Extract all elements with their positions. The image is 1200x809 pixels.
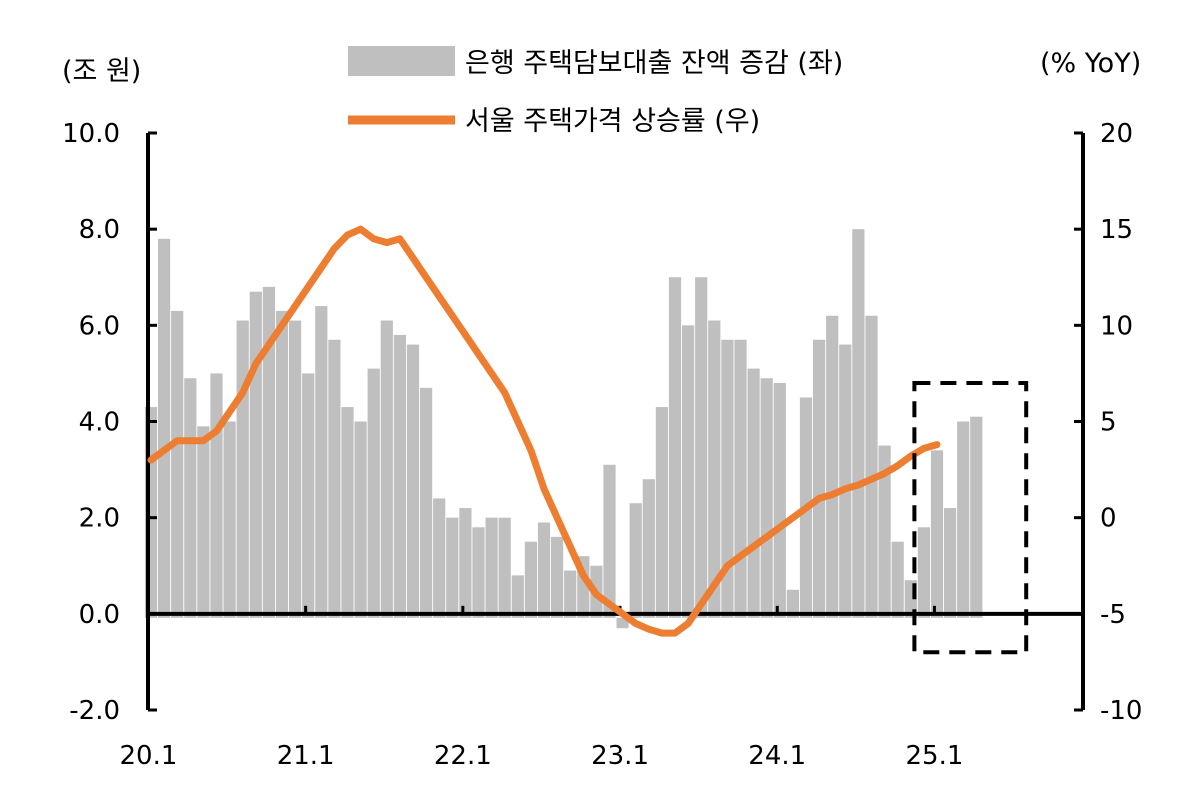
legend: 은행 주택담보대출 잔액 증감 (좌) 서울 주택가격 상승률 (우) <box>348 46 843 137</box>
bar <box>603 464 616 618</box>
x-tick-label: 22.1 <box>434 741 492 771</box>
left-tick-label: 0.0 <box>79 600 120 630</box>
right-tick-label: -10 <box>1100 696 1142 726</box>
axes <box>146 131 1085 712</box>
x-tick-label: 24.1 <box>748 741 806 771</box>
bar <box>878 445 891 618</box>
left-tick-label: 8.0 <box>79 215 120 245</box>
bar <box>747 368 760 618</box>
right-tick-label: 20 <box>1100 119 1133 149</box>
bar <box>852 229 865 618</box>
bar <box>944 508 957 618</box>
bar <box>642 479 655 618</box>
legend-bar-label: 은행 주택담보대출 잔액 증감 (좌) <box>465 48 843 79</box>
left-tick-label: -2.0 <box>69 696 120 726</box>
right-tick-label: 0 <box>1100 504 1117 534</box>
bar <box>459 508 472 618</box>
bar <box>223 421 236 618</box>
bar <box>498 517 511 618</box>
bar <box>616 617 629 629</box>
x-tick-label: 25.1 <box>906 741 964 771</box>
bar <box>158 238 171 618</box>
bar <box>249 291 262 618</box>
bar <box>524 541 537 618</box>
bar <box>839 344 852 618</box>
left-tick-label: 6.0 <box>79 311 120 341</box>
bar-series <box>144 229 983 629</box>
bar <box>564 570 577 618</box>
bar <box>184 378 197 618</box>
bar <box>380 320 393 618</box>
bar <box>485 517 498 618</box>
bar <box>289 320 302 618</box>
bar <box>629 503 642 618</box>
bar <box>760 378 773 618</box>
bar <box>236 320 249 618</box>
x-tick-label: 20.1 <box>120 741 178 771</box>
right-axis-unit: (% YoY) <box>1040 48 1141 79</box>
x-tick-label: 21.1 <box>277 741 335 771</box>
bar <box>970 416 983 618</box>
left-tick-label: 2.0 <box>79 504 120 534</box>
bar <box>446 517 459 618</box>
bar <box>668 277 682 618</box>
bar <box>891 541 904 618</box>
bar <box>171 310 184 618</box>
bar <box>708 320 721 618</box>
bar <box>734 339 747 618</box>
right-tick-label: -5 <box>1100 600 1126 630</box>
bar <box>406 344 420 618</box>
line-series <box>147 225 941 637</box>
bar <box>420 387 433 618</box>
bar <box>655 407 668 618</box>
bar <box>957 421 970 618</box>
bar <box>302 373 315 618</box>
left-axis-unit: (조 원) <box>62 56 141 87</box>
right-tick-label: 10 <box>1100 311 1133 341</box>
legend-line-label: 서울 주택가격 상승률 (우) <box>465 106 760 137</box>
bar <box>865 315 878 618</box>
bar <box>786 589 799 618</box>
bar <box>682 325 695 618</box>
bar <box>433 498 446 618</box>
bar <box>511 575 524 618</box>
bar <box>367 368 380 618</box>
bar <box>262 286 275 618</box>
highlight-box <box>912 381 1029 655</box>
bar <box>341 407 354 618</box>
bar <box>472 527 485 618</box>
left-tick-label: 4.0 <box>79 408 120 438</box>
bar <box>551 536 564 618</box>
bar <box>275 310 289 618</box>
bar <box>315 306 328 618</box>
axis-labels: -2.0 0.0 2.0 4.0 6.0 8.0 10.0 -10 -5 0 5 10 15 20 20.1… <box>62 119 1142 771</box>
price-growth-line <box>147 225 941 637</box>
bar <box>721 339 734 618</box>
highlight-box-layer <box>912 381 1029 655</box>
bar <box>917 527 930 618</box>
bar <box>813 339 826 618</box>
bar <box>773 383 786 618</box>
bar <box>328 339 341 618</box>
bar <box>930 450 944 618</box>
bar <box>354 421 367 618</box>
left-tick-label: 10.0 <box>62 119 120 149</box>
right-tick-label: 5 <box>1100 408 1117 438</box>
bar <box>393 334 406 618</box>
x-tick-label: 23.1 <box>591 741 649 771</box>
right-tick-label: 15 <box>1100 215 1133 245</box>
legend-bar-swatch <box>348 46 455 76</box>
bar <box>826 315 839 618</box>
bar <box>537 522 551 618</box>
bar <box>197 426 210 618</box>
bar <box>210 373 223 618</box>
bar <box>695 277 708 618</box>
